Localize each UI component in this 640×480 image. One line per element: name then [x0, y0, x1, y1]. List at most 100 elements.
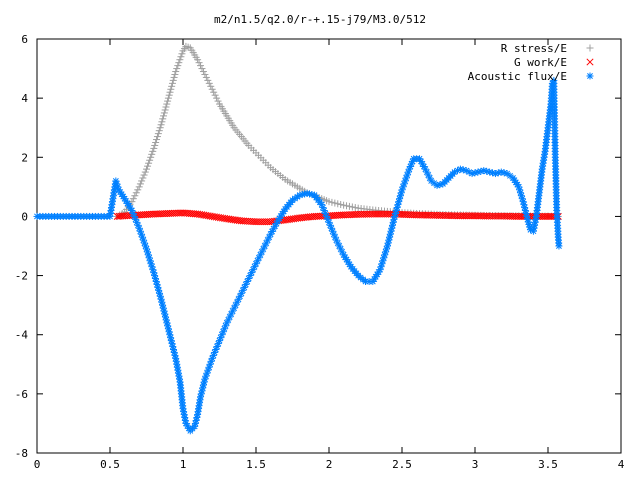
data-point — [334, 200, 342, 208]
data-point — [328, 198, 336, 206]
data-point — [144, 162, 152, 170]
data-point — [138, 177, 146, 185]
y-tick-label: -2 — [15, 270, 28, 283]
data-point — [168, 82, 176, 90]
data-point — [456, 165, 464, 173]
data-point — [152, 139, 160, 146]
data-point — [199, 68, 207, 76]
data-point — [129, 195, 137, 203]
data-point — [208, 85, 216, 93]
legend-label: G work/E — [514, 56, 567, 69]
data-point — [171, 70, 179, 78]
data-point — [141, 168, 149, 176]
y-tick-label: 2 — [21, 151, 28, 164]
data-point — [351, 204, 359, 212]
y-axis: -8 -6 -4 -2 0 2 4 6 — [15, 33, 621, 460]
data-point — [530, 224, 538, 232]
data-point — [331, 233, 339, 241]
data-point — [197, 62, 205, 70]
data-point — [213, 94, 221, 102]
y-tick-label: 0 — [21, 210, 28, 223]
data-point — [150, 144, 158, 152]
data-point — [173, 363, 181, 371]
data-point — [146, 156, 154, 164]
data-point — [159, 115, 167, 123]
data-point — [147, 153, 155, 161]
data-point — [160, 109, 168, 117]
data-point — [211, 91, 219, 99]
y-tick-label: 4 — [21, 92, 28, 105]
data-point — [169, 76, 177, 84]
data-point — [326, 221, 334, 229]
data-point — [343, 202, 351, 210]
data-point — [153, 136, 161, 144]
data-point — [177, 53, 185, 61]
data-point — [555, 242, 563, 250]
data-point — [145, 159, 153, 167]
data-point — [198, 65, 206, 73]
data-point — [163, 100, 171, 108]
data-point — [453, 167, 461, 175]
data-point — [170, 73, 178, 81]
data-point — [202, 73, 210, 81]
data-point — [214, 97, 222, 105]
legend-marker — [586, 58, 594, 66]
data-point — [226, 313, 234, 321]
data-point — [388, 224, 396, 232]
data-point — [155, 289, 163, 297]
series-2 — [33, 76, 563, 435]
data-point — [135, 183, 143, 191]
data-point — [164, 97, 172, 105]
data-point — [140, 171, 148, 179]
data-point — [207, 82, 215, 90]
data-point — [211, 348, 219, 356]
data-point — [337, 200, 345, 208]
data-point — [136, 180, 144, 188]
plot-frame — [36, 38, 622, 454]
x-tick-label: 0.5 — [100, 458, 120, 471]
data-point — [331, 199, 339, 207]
data-point — [164, 94, 172, 102]
data-point — [210, 88, 218, 96]
y-tick-label: 6 — [21, 33, 28, 46]
data-point — [168, 79, 176, 87]
data-point — [162, 103, 170, 111]
data-point — [224, 316, 232, 324]
data-point — [207, 357, 215, 365]
data-point — [143, 165, 150, 173]
data-point — [253, 257, 261, 265]
data-point — [204, 76, 212, 84]
data-point — [161, 106, 169, 114]
data-point — [182, 419, 190, 427]
x-tick-label: 4 — [618, 458, 625, 471]
data-point — [166, 88, 174, 96]
data-point — [172, 68, 180, 76]
data-point — [134, 186, 142, 194]
data-point — [378, 260, 386, 268]
data-point — [160, 112, 168, 120]
x-tick-label: 3.5 — [538, 458, 558, 471]
data-point — [229, 307, 237, 315]
data-point — [340, 201, 348, 209]
data-point — [178, 50, 186, 58]
data-point — [151, 141, 159, 149]
data-point — [218, 331, 226, 339]
y-tick-label: -4 — [15, 329, 29, 342]
data-point — [348, 203, 356, 211]
x-axis: 0 0.5 1 1.5 2 2.5 3 3.5 4 — [34, 39, 625, 471]
data-point — [131, 192, 139, 200]
legend-label: R stress/E — [501, 42, 567, 55]
data-point — [194, 56, 202, 64]
data-point — [239, 286, 247, 294]
data-point — [152, 277, 160, 285]
data-point — [173, 65, 181, 73]
x-tick-label: 1.5 — [246, 458, 266, 471]
x-tick-label: 0 — [34, 458, 41, 471]
legend-label: Acoustic flux/E — [468, 70, 567, 83]
data-point — [195, 59, 203, 67]
data-point — [325, 218, 333, 226]
series-layer — [33, 42, 563, 435]
data-point — [158, 118, 166, 126]
